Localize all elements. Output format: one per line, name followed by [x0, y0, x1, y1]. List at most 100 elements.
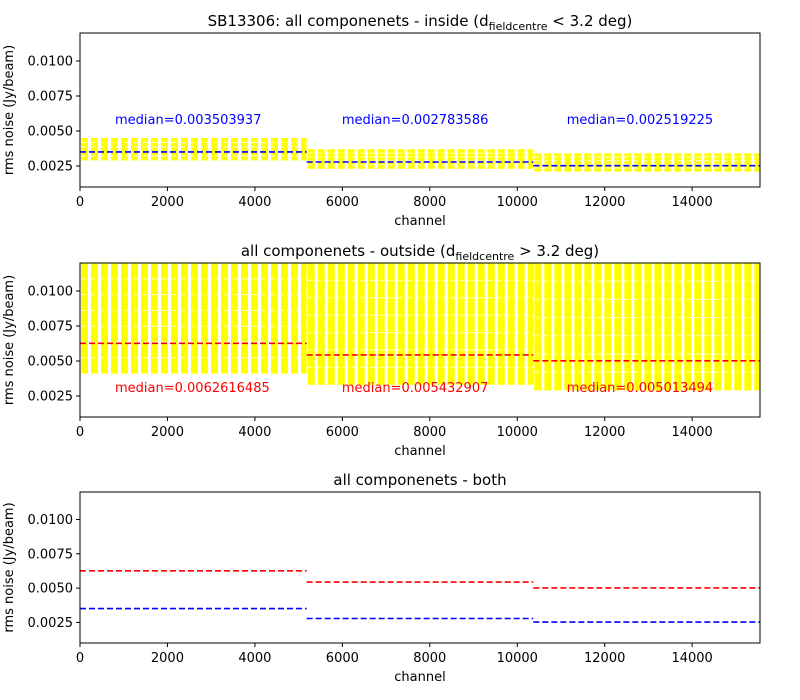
x-tick-label: 8000 [413, 651, 446, 666]
plot-area [80, 138, 760, 172]
x-tick-label: 4000 [238, 425, 271, 440]
x-tick-label: 8000 [413, 425, 446, 440]
noise-bar [271, 263, 278, 374]
noise-bar [714, 153, 722, 172]
axes-frame [79, 491, 761, 644]
noise-bar [241, 263, 248, 374]
noise-bar [417, 263, 425, 385]
y-tick-label: 0.0050 [28, 355, 74, 370]
x-tick-label: 14000 [671, 651, 712, 666]
noise-bar [644, 263, 652, 391]
axes-frame [79, 262, 761, 418]
noise-bar [477, 263, 485, 385]
noise-bar [211, 263, 218, 374]
noise-bar [337, 263, 345, 385]
noise-bar [171, 263, 178, 374]
noise-bar [517, 149, 525, 169]
x-tick-label: 6000 [326, 651, 359, 666]
noise-bar [201, 138, 208, 161]
noise-bar [704, 153, 712, 172]
noise-bar [507, 149, 515, 169]
noise-bar [377, 263, 385, 385]
y-tick-label: 0.0075 [28, 547, 74, 562]
x-tick-label: 4000 [238, 651, 271, 666]
chart-panel-1: median=0.003503937 median=0.002783586 medi… [2, 12, 761, 229]
noise-bar [241, 138, 248, 161]
plot-area [80, 263, 760, 391]
noise-bar [81, 138, 88, 161]
noise-bar [604, 263, 612, 391]
noise-bar [251, 263, 258, 374]
noise-bar [347, 149, 355, 169]
noise-bar [594, 153, 602, 172]
noise-bar [624, 153, 632, 172]
x-tick-label: 14000 [671, 425, 712, 440]
noise-bar [281, 138, 288, 161]
noise-bar [251, 138, 258, 161]
noise-bar [527, 149, 534, 169]
noise-bar [427, 263, 435, 385]
noise-bar [317, 149, 325, 169]
median-label-1: median=0.003503937 [115, 113, 261, 128]
x-tick-label: 14000 [671, 195, 712, 210]
noise-bar [407, 149, 415, 169]
median-label-3: median=0.005013494 [567, 381, 713, 396]
noise-bar [664, 263, 672, 391]
noise-bar [191, 138, 198, 161]
noise-bar [81, 263, 88, 374]
title-tail: > 3.2 deg) [514, 242, 599, 260]
noise-bar [544, 153, 552, 172]
x-tick-label: 0 [76, 195, 84, 210]
y-axis-label: rms noise (Jy/beam) [2, 502, 17, 632]
noise-bar [141, 263, 148, 374]
noise-bar [584, 153, 592, 172]
noise-bar [447, 263, 455, 385]
noise-bar [141, 138, 148, 161]
noise-bar [121, 263, 128, 374]
median-label-2: median=0.005432907 [342, 381, 488, 396]
noise-bar [377, 149, 385, 169]
noise-bar [744, 263, 752, 391]
noise-bar [131, 263, 138, 374]
noise-bar [634, 153, 642, 172]
noise-bar [101, 138, 108, 161]
x-axis-label: channel [394, 444, 445, 459]
noise-bar [91, 138, 98, 161]
noise-bar [467, 149, 475, 169]
noise-bar [317, 263, 325, 385]
noise-bar [357, 149, 365, 169]
noise-bar [517, 263, 525, 385]
noise-bar [487, 149, 495, 169]
noise-bar [664, 153, 672, 172]
x-tick-label: 6000 [326, 195, 359, 210]
y-tick-label: 0.0100 [28, 285, 74, 300]
noise-bar [467, 263, 475, 385]
chart-title: SB13306: all componenets - inside (dfiel… [208, 12, 633, 33]
x-tick-label: 10000 [497, 195, 538, 210]
x-tick-label: 0 [76, 651, 84, 666]
title-subscript: fieldcentre [455, 250, 514, 263]
x-tick-label: 4000 [238, 195, 271, 210]
noise-bar [261, 138, 268, 161]
noise-bar [181, 263, 188, 374]
title-tail: < 3.2 deg) [548, 12, 633, 30]
noise-bar [307, 149, 315, 169]
noise-bar [574, 153, 582, 172]
x-tick-label: 2000 [151, 651, 184, 666]
noise-bar [754, 153, 760, 172]
y-tick-label: 0.0100 [28, 513, 74, 528]
noise-bar [397, 149, 405, 169]
noise-bar [367, 263, 375, 385]
x-tick-label: 8000 [413, 195, 446, 210]
x-tick-label: 2000 [151, 195, 184, 210]
x-tick-label: 12000 [584, 195, 625, 210]
noise-bar [261, 263, 268, 374]
noise-bar [427, 149, 435, 169]
noise-band-1 [80, 263, 307, 374]
noise-bar [447, 149, 455, 169]
noise-bar [477, 149, 485, 169]
noise-bar [654, 153, 662, 172]
noise-bar [554, 263, 562, 391]
noise-bar [724, 153, 732, 172]
